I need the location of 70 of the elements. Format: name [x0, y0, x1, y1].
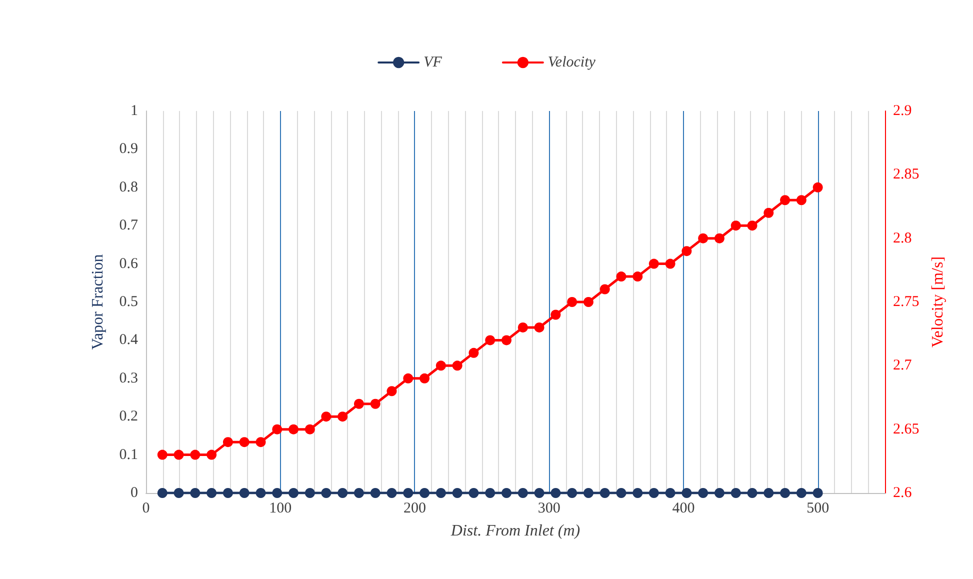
point [420, 373, 430, 384]
x-tick-label: 100 [269, 500, 292, 516]
point [468, 348, 479, 358]
y2-tick-label: 2.75 [893, 294, 920, 310]
point [452, 360, 462, 371]
y-tick-label: 1 [130, 103, 138, 119]
point [502, 335, 512, 346]
point [485, 335, 496, 346]
x-tick-label: 0 [142, 500, 150, 516]
point [304, 424, 315, 434]
y-tick-label: 0.8 [119, 179, 138, 196]
point [321, 412, 332, 422]
y2-tick-label: 2.9 [893, 103, 912, 119]
y-tick-label: 0 [130, 485, 138, 501]
point [648, 258, 659, 269]
point [190, 450, 200, 460]
point [338, 412, 348, 422]
y-tick-label: 0.6 [119, 256, 138, 272]
y-axis-title: Vapor Fraction [90, 254, 106, 350]
point [764, 208, 774, 218]
x-tick-label: 400 [672, 500, 695, 516]
legend-label: VF [424, 54, 443, 70]
y2-tick-label: 2.85 [893, 166, 920, 183]
point [583, 297, 594, 307]
point [550, 310, 561, 320]
point [812, 182, 823, 192]
point [239, 437, 250, 448]
point [436, 360, 446, 371]
point [174, 450, 184, 460]
y-tick-label: 0.4 [119, 332, 138, 348]
point [288, 424, 299, 434]
point [747, 220, 758, 231]
point [272, 424, 282, 434]
y-tick-label: 0.2 [119, 408, 138, 425]
point [665, 258, 676, 269]
point [698, 233, 708, 244]
point [386, 386, 397, 396]
x-tick-label: 500 [806, 500, 830, 516]
point [682, 246, 692, 256]
y2-axis-title: Velocity [m/s] [930, 256, 947, 348]
point [354, 398, 364, 409]
y2-tick-label: 2.65 [893, 421, 920, 438]
y-tick-label: 0.5 [119, 294, 138, 310]
point [256, 437, 266, 448]
point [616, 272, 626, 282]
point [534, 322, 544, 332]
x-tick-label: 200 [403, 500, 426, 516]
point [780, 195, 790, 206]
legend-label: Velocity [548, 54, 596, 70]
point [567, 297, 578, 307]
y2-tick-label: 2.7 [893, 358, 912, 374]
point [206, 450, 217, 460]
point [370, 398, 380, 409]
point [157, 450, 168, 460]
point [403, 373, 414, 384]
x-axis-title: Dist. From Inlet (m) [450, 522, 580, 540]
point [518, 322, 528, 332]
x-tick-label: 300 [538, 500, 560, 516]
y-tick-label: 0.1 [119, 446, 138, 463]
point [714, 233, 724, 244]
point [796, 195, 806, 206]
point [222, 437, 233, 448]
point [730, 220, 741, 231]
y2-tick-label: 2.6 [893, 485, 912, 501]
y-tick-label: 0.3 [119, 370, 138, 386]
y-tick-label: 0.7 [119, 218, 138, 234]
point [600, 284, 610, 294]
y2-tick-label: 2.8 [893, 230, 912, 246]
point [632, 272, 643, 282]
y-tick-label: 0.9 [119, 141, 138, 158]
